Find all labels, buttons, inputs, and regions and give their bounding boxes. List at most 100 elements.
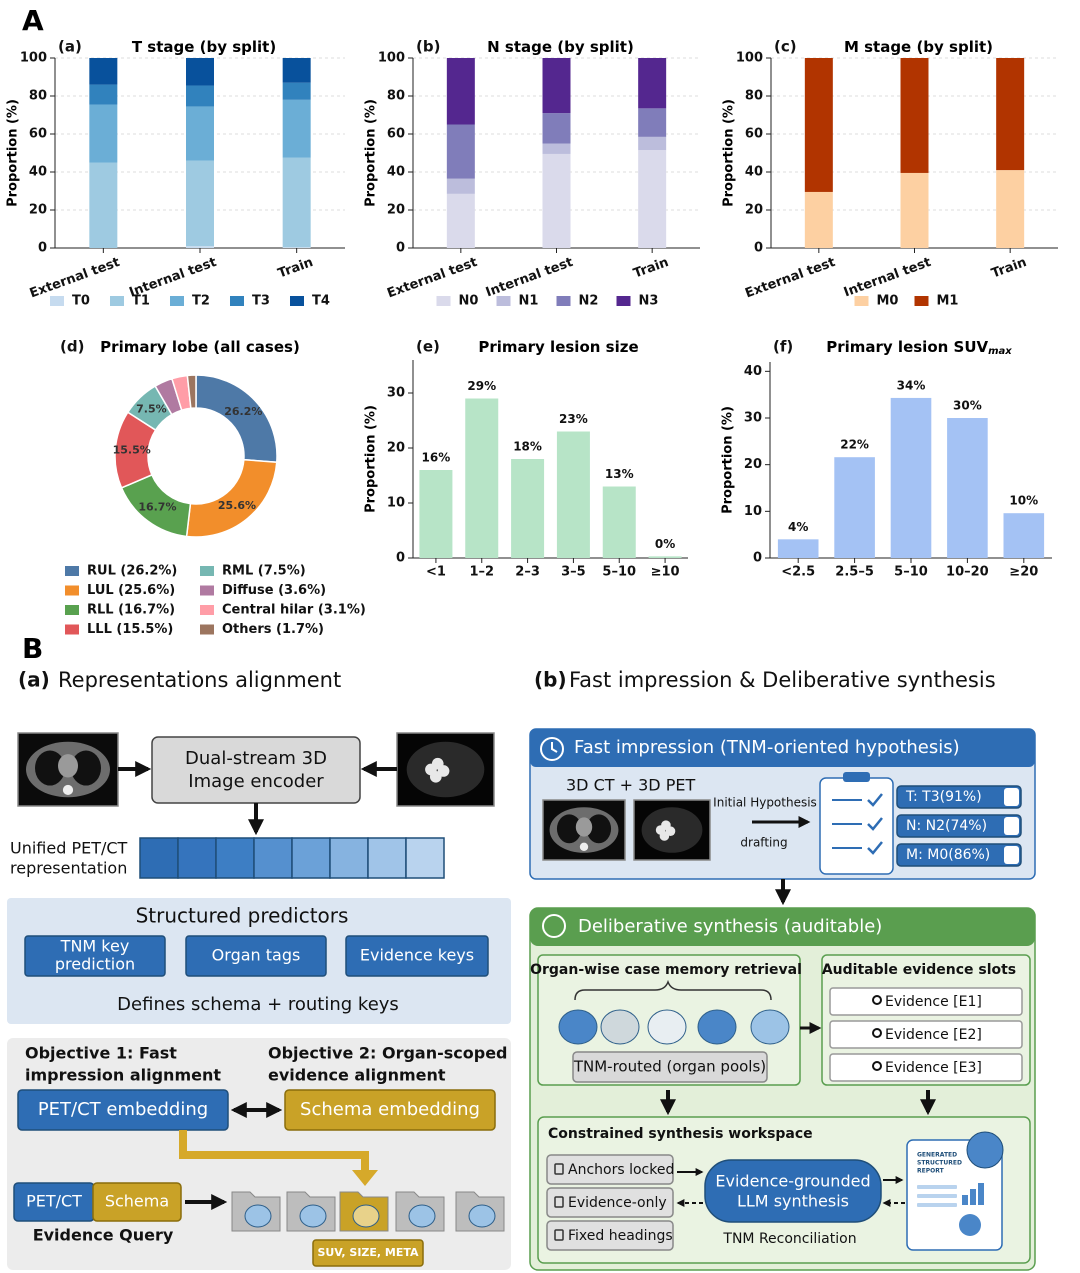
bar-segment bbox=[89, 84, 118, 105]
organ-icon bbox=[408, 1204, 436, 1228]
bar-segment bbox=[446, 178, 475, 194]
legend-swatch bbox=[65, 585, 79, 596]
bar-segment bbox=[638, 58, 667, 109]
legend-swatch bbox=[50, 296, 64, 306]
chart-title-text: Primary lesion size bbox=[478, 338, 638, 356]
x-tick-label: Train bbox=[989, 255, 1028, 282]
bar bbox=[511, 459, 545, 558]
legend-label: N0 bbox=[459, 294, 479, 309]
representation-cell bbox=[329, 837, 369, 879]
bar bbox=[419, 470, 453, 558]
y-tick-label: 20 bbox=[745, 203, 763, 218]
label: representation bbox=[10, 859, 127, 878]
legend-label: LLL (15.5%) bbox=[87, 622, 173, 637]
pet-hotspot bbox=[665, 826, 676, 836]
chart-title: Primary lobe (all cases) bbox=[100, 338, 300, 356]
slot-box bbox=[829, 987, 1023, 1016]
legend-label: T2 bbox=[192, 294, 210, 309]
predictor-box bbox=[24, 935, 166, 977]
label: Structured predictors bbox=[136, 904, 349, 928]
report-line bbox=[917, 1185, 957, 1189]
label: Unified PET/CT bbox=[10, 839, 128, 858]
organ-icon bbox=[558, 1009, 598, 1045]
y-tick-label: 100 bbox=[736, 51, 763, 66]
value-label: 16.7% bbox=[138, 501, 176, 514]
bar-segment bbox=[542, 113, 571, 144]
bar bbox=[890, 397, 932, 558]
label: Image encoder bbox=[188, 771, 324, 792]
value-label: 0% bbox=[655, 537, 675, 551]
value-label: 4% bbox=[788, 520, 808, 534]
organ-icon bbox=[647, 1009, 687, 1045]
label: Evidence Query bbox=[33, 1226, 174, 1245]
bar-segment bbox=[186, 160, 214, 247]
organ-icon bbox=[299, 1204, 327, 1228]
brain-icon bbox=[542, 914, 566, 938]
bar-segment bbox=[542, 153, 571, 248]
constraint-icon bbox=[554, 1196, 564, 1208]
ct-heart bbox=[575, 817, 593, 837]
hypothesis-box bbox=[896, 814, 1022, 838]
label: Evidence-grounded bbox=[715, 1172, 870, 1191]
label: Representations alignment bbox=[58, 668, 341, 692]
label: Fast impression & Deliberative synthesis bbox=[569, 668, 996, 692]
label: TNM-routed (organ pools) bbox=[573, 1058, 766, 1076]
legend-swatch bbox=[496, 296, 511, 306]
label: Evidence keys bbox=[360, 946, 474, 965]
search-icon bbox=[872, 1061, 882, 1071]
hypothesis-box bbox=[896, 843, 1022, 867]
routing-box bbox=[572, 1051, 768, 1083]
organ-icon bbox=[750, 1009, 790, 1045]
label: 3D CT + 3D PET bbox=[566, 776, 695, 795]
bar-segment bbox=[282, 58, 311, 83]
legend-label: T4 bbox=[312, 294, 330, 309]
legend-swatch bbox=[170, 296, 184, 306]
constraint-icon bbox=[554, 1163, 564, 1175]
organ-icon bbox=[244, 1204, 272, 1228]
panel-label: (a) bbox=[58, 38, 82, 56]
x-tick-label: 1–2 bbox=[469, 565, 494, 580]
y-tick-label: 10 bbox=[744, 504, 762, 519]
representation-cell bbox=[367, 837, 407, 879]
bar-segment bbox=[89, 104, 118, 163]
bar bbox=[602, 486, 636, 558]
organ-icon bbox=[468, 1204, 496, 1228]
bar-segment bbox=[542, 143, 571, 154]
ct-heart bbox=[58, 754, 78, 778]
legend-swatch bbox=[200, 624, 214, 635]
label: Fast impression (TNM-oriented hypothesis… bbox=[574, 737, 960, 758]
label: Evidence [E2] bbox=[885, 1027, 982, 1043]
donut-slice bbox=[195, 374, 278, 464]
panel-label: (d) bbox=[60, 338, 84, 356]
ct-lung bbox=[556, 814, 582, 844]
y-tick-label: 20 bbox=[387, 441, 405, 456]
label: STRUCTURED bbox=[917, 1160, 962, 1167]
chart-title: M stage (by split) bbox=[844, 38, 993, 56]
value-label: 30% bbox=[953, 399, 982, 413]
legend-swatch bbox=[436, 296, 451, 306]
representation-cell bbox=[291, 837, 331, 879]
representation-cell bbox=[139, 837, 179, 879]
label: N: N2(74%) bbox=[906, 818, 987, 834]
y-tick-label: 0 bbox=[753, 551, 762, 566]
y-axis-label: Proportion (%) bbox=[721, 406, 736, 514]
y-tick-label: 10 bbox=[387, 496, 405, 511]
constraint-icon bbox=[554, 1229, 564, 1241]
bar-segment bbox=[282, 247, 311, 248]
ct-spine bbox=[579, 842, 589, 851]
y-axis-label: Proportion (%) bbox=[6, 99, 21, 207]
x-tick-label: 10–20 bbox=[946, 565, 989, 580]
bar-segment bbox=[996, 58, 1025, 171]
label: (a) bbox=[18, 668, 50, 692]
bar bbox=[1003, 513, 1045, 558]
bar-segment bbox=[900, 58, 929, 173]
representation-cell bbox=[405, 837, 445, 879]
label: PET/CT bbox=[26, 1192, 82, 1211]
bar-segment bbox=[446, 124, 475, 179]
y-tick-label: 40 bbox=[387, 165, 405, 180]
slot-box bbox=[829, 1020, 1023, 1049]
label: Deliberative synthesis (auditable) bbox=[578, 916, 882, 937]
bar-segment bbox=[186, 85, 214, 107]
value-label: 25.6% bbox=[218, 499, 256, 512]
